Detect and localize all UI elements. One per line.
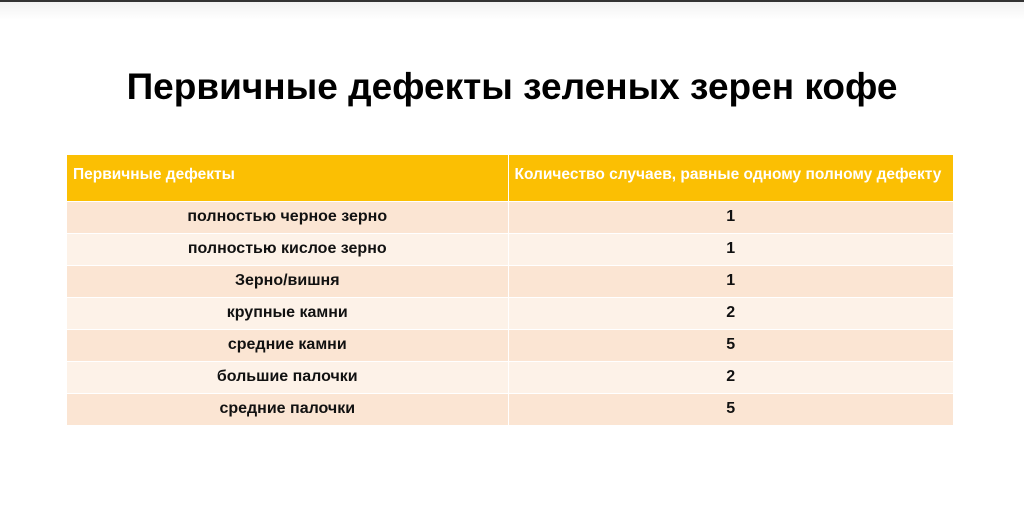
window-top-shadow bbox=[0, 2, 1024, 20]
table-row: средние палочки 5 bbox=[67, 392, 953, 425]
header-count: Количество случаев, равные одному полном… bbox=[507, 155, 953, 201]
defect-count-cell: 2 bbox=[507, 360, 953, 393]
defect-count-cell: 1 bbox=[507, 232, 953, 265]
table-row: большие палочки 2 bbox=[67, 360, 953, 393]
defect-name-cell: средние палочки bbox=[67, 392, 508, 425]
defect-count-cell: 1 bbox=[507, 200, 953, 233]
defect-name-cell: полностью черное зерно bbox=[67, 200, 508, 233]
table-row: полностью черное зерно 1 bbox=[67, 200, 953, 233]
header-defect: Первичные дефекты bbox=[67, 155, 508, 201]
defects-table: Первичные дефекты Количество случаев, ра… bbox=[67, 155, 953, 425]
slide-title: Первичные дефекты зеленых зерен кофе bbox=[126, 66, 898, 107]
defect-name-cell: средние камни bbox=[67, 328, 508, 361]
table-row: средние камни 5 bbox=[67, 328, 953, 361]
defect-count-cell: 2 bbox=[507, 296, 953, 329]
table-row: крупные камни 2 bbox=[67, 296, 953, 329]
defect-name-cell: крупные камни bbox=[67, 296, 508, 329]
defect-count-cell: 5 bbox=[507, 328, 953, 361]
table-row: Зерно/вишня 1 bbox=[67, 264, 953, 297]
table-header-row: Первичные дефекты Количество случаев, ра… bbox=[67, 155, 953, 201]
defect-name-cell: большие палочки bbox=[67, 360, 508, 393]
defect-name-cell: Зерно/вишня bbox=[67, 264, 508, 297]
table-row: полностью кислое зерно 1 bbox=[67, 232, 953, 265]
defect-name-cell: полностью кислое зерно bbox=[67, 232, 508, 265]
defect-count-cell: 5 bbox=[507, 392, 953, 425]
defect-count-cell: 1 bbox=[507, 264, 953, 297]
window-top-border bbox=[0, 0, 1024, 2]
